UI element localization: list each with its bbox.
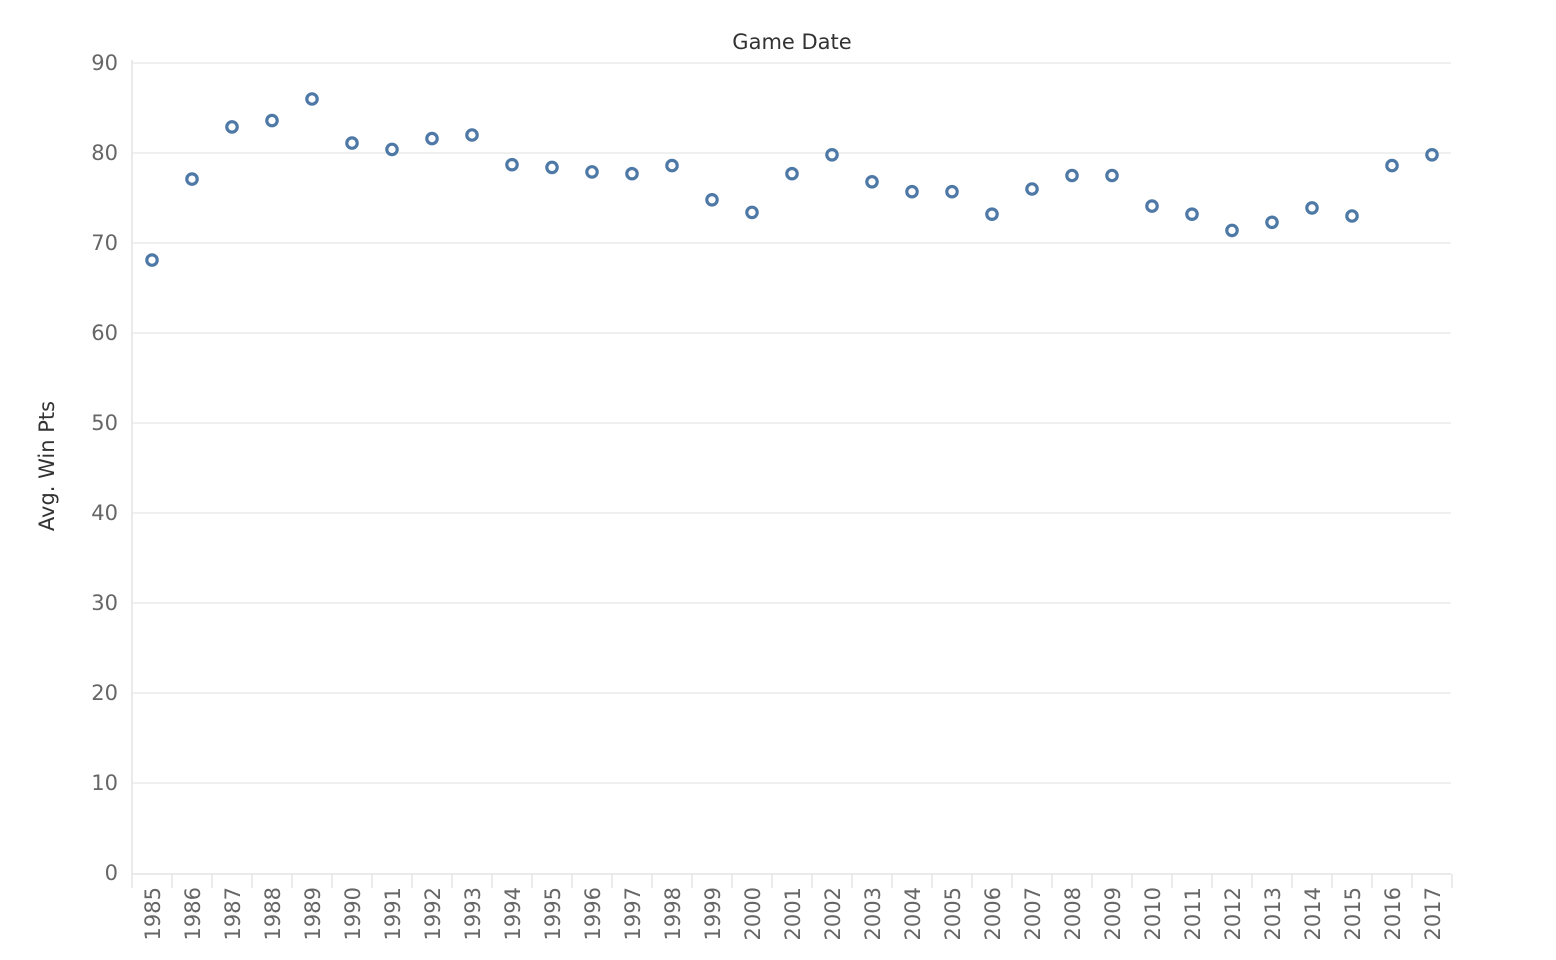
data-point[interactable] xyxy=(785,166,799,181)
x-tick-label: 2015 xyxy=(1341,887,1365,940)
x-tick-label: 2005 xyxy=(941,887,965,940)
data-point[interactable] xyxy=(1065,168,1079,183)
data-point[interactable] xyxy=(1305,201,1319,215)
x-tick-label: 2002 xyxy=(821,887,845,940)
y-tick-label: 0 xyxy=(105,861,118,885)
data-point[interactable] xyxy=(1385,158,1399,173)
x-axis-ticks: 1985 1986 1987 1988 1989 1990 1991 1992 1993 1994… xyxy=(141,887,1445,940)
y-tick-label: 40 xyxy=(91,501,118,525)
x-tick-label: 2011 xyxy=(1181,887,1205,940)
x-tick-label: 1993 xyxy=(461,887,485,940)
data-point[interactable] xyxy=(545,160,559,175)
x-tick-label: 1996 xyxy=(581,887,605,940)
x-tick-label: 2009 xyxy=(1101,887,1125,940)
data-point[interactable] xyxy=(345,136,359,150)
data-point[interactable] xyxy=(1105,168,1119,183)
x-tick-label: 1999 xyxy=(701,887,725,940)
data-point[interactable] xyxy=(385,142,399,157)
data-point[interactable] xyxy=(465,128,479,142)
data-point[interactable] xyxy=(705,193,719,207)
data-point[interactable] xyxy=(305,92,319,106)
x-tick-label: 2010 xyxy=(1141,887,1165,940)
x-tick-label: 2003 xyxy=(861,887,885,940)
x-tick-label: 2001 xyxy=(781,887,805,940)
y-axis-ticks: 0 10 20 30 40 50 60 70 80 90 xyxy=(91,51,118,885)
data-point[interactable] xyxy=(1345,209,1359,223)
y-tick-label: 90 xyxy=(91,51,118,75)
y-axis-title: Avg. Win Pts xyxy=(35,401,59,531)
data-point[interactable] xyxy=(985,207,999,221)
data-point[interactable] xyxy=(1265,215,1279,230)
x-tick-label: 2017 xyxy=(1421,887,1445,940)
data-point[interactable] xyxy=(1185,207,1199,221)
x-tick-label: 1995 xyxy=(541,887,565,940)
y-tick-label: 50 xyxy=(91,411,118,435)
x-tick-label: 2006 xyxy=(981,887,1005,940)
y-tick-label: 70 xyxy=(91,231,118,255)
data-point[interactable] xyxy=(625,166,639,181)
x-tick-label: 2004 xyxy=(901,887,925,940)
x-tick-label: 1991 xyxy=(381,887,405,940)
data-point[interactable] xyxy=(1225,223,1239,238)
x-tick-label: 1989 xyxy=(301,887,325,940)
x-tick-label: 2014 xyxy=(1301,887,1325,940)
y-tick-label: 80 xyxy=(91,141,118,165)
chart-title: Game Date xyxy=(732,30,851,54)
data-point[interactable] xyxy=(185,172,199,186)
data-point[interactable] xyxy=(1025,182,1039,196)
x-tick-label: 1994 xyxy=(501,887,525,940)
x-tick-label: 2016 xyxy=(1381,887,1405,940)
x-tick-label: 1990 xyxy=(341,887,365,940)
data-point[interactable] xyxy=(585,165,599,179)
x-tick-label: 1987 xyxy=(221,887,245,940)
x-tick-label: 1992 xyxy=(421,887,445,940)
data-point[interactable] xyxy=(425,131,439,146)
data-point[interactable] xyxy=(825,148,839,162)
data-points xyxy=(145,92,1439,267)
x-tick-label: 2013 xyxy=(1261,887,1285,940)
data-point[interactable] xyxy=(865,175,879,189)
x-tick-label: 1998 xyxy=(661,887,685,940)
data-point[interactable] xyxy=(265,113,279,128)
x-tick-label: 1997 xyxy=(621,887,645,940)
data-point[interactable] xyxy=(1145,199,1159,213)
data-point[interactable] xyxy=(745,205,759,220)
y-tick-label: 60 xyxy=(91,321,118,345)
data-point[interactable] xyxy=(225,120,239,134)
data-point[interactable] xyxy=(145,253,159,267)
axes xyxy=(131,60,1453,888)
data-point[interactable] xyxy=(905,184,919,199)
x-tick-label: 1985 xyxy=(141,887,165,940)
x-tick-label: 1988 xyxy=(261,887,285,940)
gridlines xyxy=(132,62,1451,784)
y-tick-label: 30 xyxy=(91,591,118,615)
x-tick-label: 2008 xyxy=(1061,887,1085,940)
x-tick-label: 2000 xyxy=(741,887,765,940)
data-point[interactable] xyxy=(945,184,959,199)
data-point[interactable] xyxy=(1425,148,1439,162)
y-tick-label: 10 xyxy=(91,771,118,795)
data-point[interactable] xyxy=(505,157,519,172)
data-point[interactable] xyxy=(665,158,679,173)
x-tick-label: 1986 xyxy=(181,887,205,940)
x-tick-label: 2012 xyxy=(1221,887,1245,940)
x-tick-label: 2007 xyxy=(1021,887,1045,940)
y-tick-label: 20 xyxy=(91,681,118,705)
